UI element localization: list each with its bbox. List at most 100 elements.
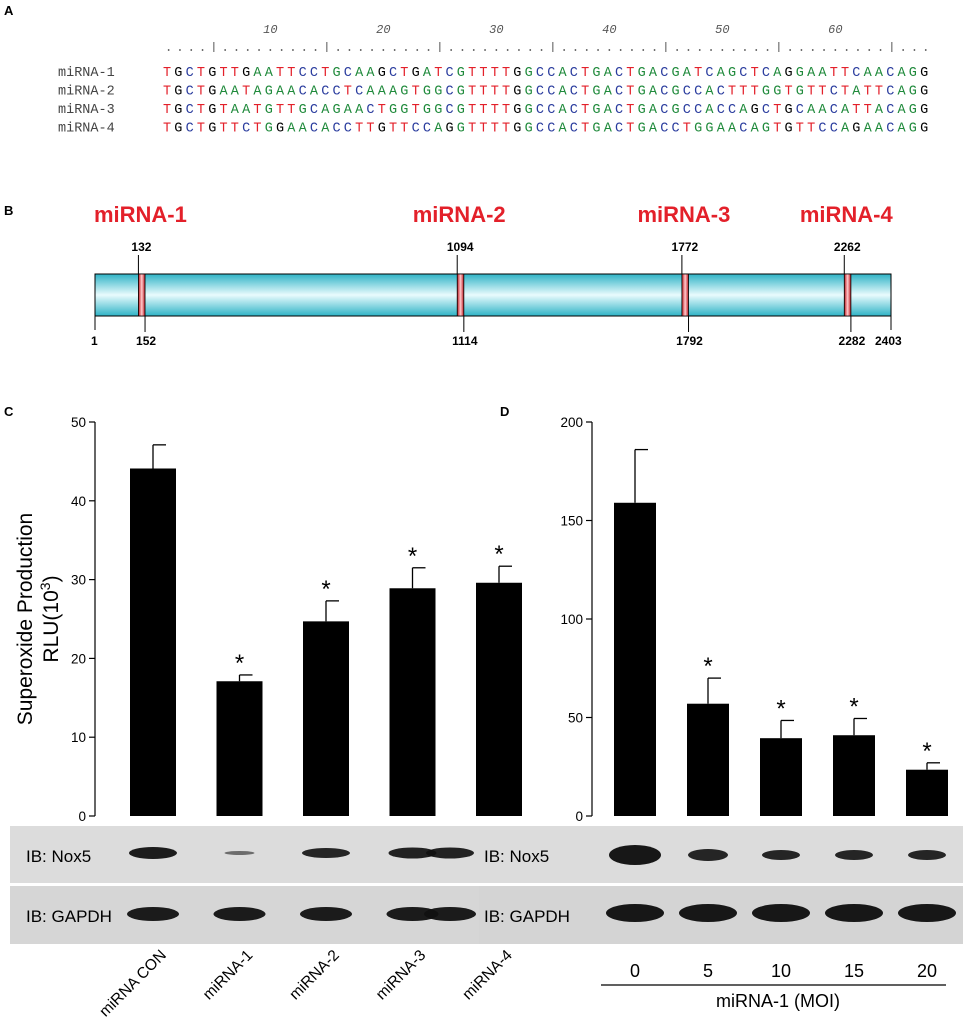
base: G (513, 66, 521, 81)
base: C (739, 66, 747, 81)
base: T (231, 66, 239, 81)
base: A (366, 66, 375, 81)
ruler-dot (416, 49, 419, 51)
ruler-dot (676, 49, 679, 51)
base: A (807, 103, 816, 118)
ruler-number: 60 (828, 23, 842, 37)
base: G (434, 85, 442, 100)
base: A (649, 122, 658, 137)
y-tick-label: 40 (71, 494, 86, 509)
base: C (412, 122, 420, 137)
y-tick-label: 0 (575, 809, 583, 824)
base: G (457, 66, 465, 81)
ruler-number: 40 (602, 23, 616, 37)
base: G (920, 103, 928, 118)
base: G (525, 85, 533, 100)
x-category-label: miRNA CON (96, 947, 170, 1018)
base: A (321, 103, 330, 118)
base: G (412, 66, 420, 81)
base: T (220, 103, 228, 118)
base: A (841, 122, 850, 137)
ruler-dot (755, 49, 758, 51)
base: C (310, 103, 318, 118)
ruler-dot (744, 49, 746, 51)
base: T (694, 66, 702, 81)
base: T (163, 103, 171, 118)
base: A (649, 66, 658, 81)
base: T (796, 122, 804, 137)
bar (303, 621, 349, 816)
base: G (299, 103, 307, 118)
ruler-dot (721, 49, 724, 51)
base: T (378, 103, 386, 118)
base: C (446, 85, 454, 100)
base: C (672, 122, 680, 137)
base: G (728, 66, 736, 81)
base: G (265, 103, 273, 118)
base: C (660, 66, 668, 81)
ruler-dot (529, 49, 532, 51)
blot-d-gapdh-label: IB: GAPDH (484, 907, 570, 926)
ruler-dot (879, 49, 882, 51)
site-start-label: 1094 (447, 240, 474, 254)
base: T (479, 85, 487, 100)
nox5-band (688, 849, 728, 861)
base: A (434, 122, 443, 137)
ruler-dot (292, 49, 294, 51)
target-site (681, 273, 689, 317)
gapdh-band (127, 907, 179, 921)
nox5-band (835, 850, 873, 860)
base: G (852, 122, 860, 137)
ruler-dot (382, 49, 385, 51)
ruler-dot (280, 49, 283, 51)
base: G (909, 85, 917, 100)
base: G (513, 122, 521, 137)
base: C (886, 85, 894, 100)
ruler-dot (495, 49, 498, 51)
ruler-dot (348, 49, 351, 51)
base: G (378, 122, 386, 137)
base: T (581, 66, 589, 81)
ruler-dot (359, 49, 362, 51)
bar (476, 582, 522, 816)
ruler-dot (789, 49, 792, 51)
base: G (525, 122, 533, 137)
base: T (287, 103, 295, 118)
base: T (242, 85, 250, 100)
base: A (898, 122, 907, 137)
y-label-line2: RLU(10 (40, 590, 63, 662)
site-name: miRNA-3 (637, 202, 730, 227)
base: A (242, 103, 251, 118)
y-label-sup: 3 (37, 582, 53, 590)
ruler-dot (811, 49, 814, 51)
ruler-dot (167, 49, 170, 51)
bar (687, 703, 729, 816)
base: A (299, 122, 308, 137)
base: G (762, 85, 770, 100)
base: C (615, 85, 623, 100)
site-name: miRNA-2 (413, 202, 506, 227)
base: T (683, 122, 691, 137)
base: T (773, 122, 781, 137)
base: C (186, 85, 194, 100)
base: C (423, 122, 431, 137)
base: G (920, 85, 928, 100)
base: C (366, 103, 374, 118)
target-site (138, 273, 146, 317)
ruler-dot (642, 49, 645, 51)
base: T (479, 122, 487, 137)
base: A (231, 103, 240, 118)
base: T (785, 85, 793, 100)
base: C (186, 122, 194, 137)
bar (130, 468, 176, 816)
ruler-dot (653, 49, 656, 51)
gapdh-band (825, 904, 883, 922)
site-name: miRNA-1 (94, 202, 187, 227)
ruler-dot (371, 49, 373, 51)
base: T (841, 66, 849, 81)
base: A (231, 85, 240, 100)
gapdh-band (752, 904, 810, 922)
ruler-dot (857, 49, 859, 51)
